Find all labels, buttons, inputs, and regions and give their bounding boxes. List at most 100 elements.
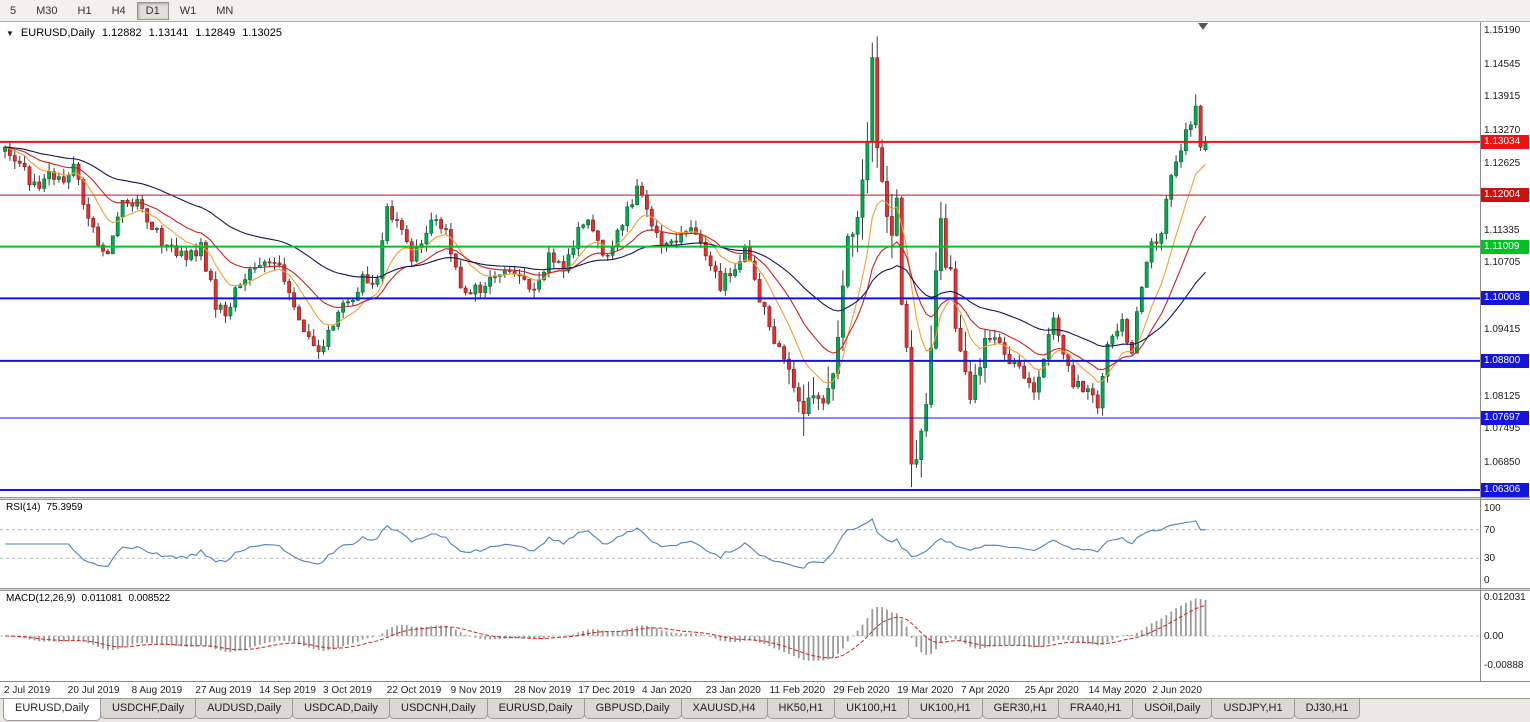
rsi-value: 75.3959: [46, 502, 83, 513]
chart-high-value: 1.13141: [148, 27, 189, 39]
chart-tab-usdcnh-daily[interactable]: USDCNH,Daily: [389, 699, 488, 719]
rsi-axis-tick: 0: [1484, 575, 1490, 586]
price-level-tag: 1.11009: [1481, 239, 1529, 254]
price-level-tag: 1.06306: [1481, 482, 1529, 497]
date-label: 4 Jan 2020: [642, 685, 692, 696]
chart-tab-eurusd-daily[interactable]: EURUSD,Daily: [486, 699, 585, 719]
timeframe-toolbar: 5 M30 H1 H4 D1 W1 MN: [0, 0, 1530, 22]
timeframe-button-h1[interactable]: H1: [77, 4, 92, 17]
date-label: 20 Jul 2019: [67, 685, 120, 696]
price-level-tag: 1.08800: [1481, 353, 1529, 368]
macd-chart: [0, 598, 1480, 661]
date-label: 14 May 2020: [1088, 685, 1147, 696]
date-label: 23 Jan 2020: [705, 685, 761, 696]
chart-tab-fra40-h1[interactable]: FRA40,H1: [1057, 699, 1134, 719]
macd-axis-tick: 0.00: [1484, 631, 1504, 642]
horizontal-levels-group[interactable]: [0, 140, 1480, 491]
macd-panel: MACD(12,26,9) 0.011081 0.008522 0.012031…: [0, 591, 1530, 681]
date-label: 2 Jul 2019: [4, 685, 51, 696]
chart-tab-usdchf-daily[interactable]: USDCHF,Daily: [99, 699, 197, 719]
chart-tab-usoil-daily[interactable]: USOil,Daily: [1132, 699, 1213, 719]
timeframe-button-5[interactable]: 5: [10, 4, 17, 17]
price-axis[interactable]: 1.151901.145451.139151.132701.126251.119…: [1480, 22, 1530, 501]
chart-tab-dj30-h1[interactable]: DJ30,H1: [1293, 699, 1361, 719]
timeframe-button-w1[interactable]: W1: [179, 4, 197, 17]
date-label: 27 Aug 2019: [195, 685, 252, 696]
macd-header: MACD(12,26,9) 0.011081 0.008522: [6, 593, 170, 604]
panel-divider[interactable]: [0, 497, 1530, 500]
macd-axis-tick: 0.012031: [1484, 592, 1526, 603]
chart-tab-eurusd-daily[interactable]: EURUSD,Daily: [3, 699, 101, 721]
chart-menu-icon[interactable]: ▼: [6, 28, 14, 38]
date-label: 11 Feb 2020: [769, 685, 826, 696]
chart-tab-usdjpy-h1[interactable]: USDJPY,H1: [1211, 699, 1295, 719]
chart-shift-marker-icon: [1198, 23, 1208, 30]
macd-histogram-group: [8, 598, 1207, 661]
rsi-chart: [0, 518, 1480, 569]
chart-tab-audusd-daily[interactable]: AUDUSD,Daily: [195, 699, 294, 719]
rsi-axis-tick: 70: [1484, 524, 1496, 536]
price-level-tag: 1.13034: [1481, 134, 1529, 149]
rsi-plot[interactable]: RSI(14) 75.3959: [0, 500, 1480, 588]
price-axis-tick: 1.07495: [1484, 423, 1521, 435]
date-label: 19 Mar 2020: [897, 685, 954, 696]
date-label: 25 Apr 2020: [1024, 685, 1079, 696]
macd-signal-line: [4, 605, 1206, 659]
chart-tabs-bar: EURUSD,Daily USDCHF,Daily AUDUSD,Daily USDC…: [0, 698, 1530, 722]
candles-group: [3, 36, 1208, 488]
chart-close-value: 1.13025: [242, 27, 282, 39]
date-label: 2 Jun 2020: [1152, 685, 1202, 696]
date-label: 29 Feb 2020: [833, 685, 890, 696]
date-label: 8 Aug 2019: [131, 685, 183, 696]
date-label: 17 Dec 2019: [578, 685, 635, 696]
price-level-tag: 1.12004: [1481, 188, 1529, 203]
price-axis-tick: 1.06850: [1484, 456, 1521, 468]
chart-low-value: 1.12849: [195, 27, 236, 39]
timeframe-button-m30[interactable]: M30: [36, 4, 58, 17]
axis-separator-line: [1480, 22, 1481, 681]
chart-tab-gbpusd-daily[interactable]: GBPUSD,Daily: [583, 699, 682, 719]
moving-averages-group: [4, 146, 1206, 384]
chart-open-value: 1.12882: [101, 27, 142, 39]
date-label: 22 Oct 2019: [386, 685, 442, 696]
price-axis-tick: 1.14545: [1484, 58, 1521, 70]
macd-indicator-label: MACD(12,26,9): [6, 593, 76, 604]
timeframe-button-mn[interactable]: MN: [216, 4, 234, 17]
price-axis-tick: 1.08125: [1484, 390, 1521, 402]
timeframe-button-h4[interactable]: H4: [111, 4, 126, 17]
date-label: 28 Nov 2019: [514, 685, 572, 696]
rsi-axis: 100 70 30 0: [1480, 500, 1530, 588]
date-axis[interactable]: 2 Jul 2019 20 Jul 2019 8 Aug 2019 27 Aug 20…: [0, 681, 1530, 698]
date-label: 3 Oct 2019: [323, 685, 372, 696]
chart-tab-uk100-h1[interactable]: UK100,H1: [834, 699, 909, 719]
price-chart-plot[interactable]: ▼ EURUSD,Daily 1.12882 1.13141 1.12849 1…: [0, 22, 1480, 497]
rsi-axis-tick: 100: [1484, 503, 1501, 514]
price-axis-tick: 1.12625: [1484, 157, 1521, 169]
macd-axis: 0.012031 0.00 -0.00888: [1480, 591, 1530, 681]
rsi-line: [5, 518, 1206, 569]
price-level-tag: 1.07697: [1481, 410, 1529, 425]
chart-ohlc-header: ▼ EURUSD,Daily 1.12882 1.13141 1.12849 1…: [6, 27, 282, 39]
macd-axis-tick: -0.00888: [1484, 659, 1524, 671]
rsi-indicator-label: RSI(14): [6, 502, 41, 513]
price-axis-tick: 1.10705: [1484, 257, 1521, 269]
panel-divider[interactable]: [0, 588, 1530, 591]
price-axis-tick: 1.11335: [1484, 224, 1520, 236]
chart-tab-xauusd-h4[interactable]: XAUUSD,H4: [680, 699, 768, 719]
date-label: 7 Apr 2020: [961, 685, 1010, 696]
candlestick-chart: [0, 23, 1480, 491]
date-label: 14 Sep 2019: [259, 685, 316, 696]
chart-tab-usdcad-daily[interactable]: USDCAD,Daily: [292, 699, 391, 719]
rsi-header: RSI(14) 75.3959: [6, 502, 83, 513]
macd-plot[interactable]: MACD(12,26,9) 0.011081 0.008522: [0, 591, 1480, 681]
price-level-tag: 1.10008: [1481, 291, 1529, 306]
price-axis-tick: 1.13915: [1484, 91, 1521, 103]
macd-main-value: 0.011081: [81, 593, 123, 604]
chart-symbol-label: EURUSD,Daily: [20, 27, 95, 39]
chart-tab-hk50-h1[interactable]: HK50,H1: [766, 699, 836, 719]
timeframe-button-d1[interactable]: D1: [136, 1, 169, 20]
chart-tab-ger30-h1[interactable]: GER30,H1: [981, 699, 1059, 719]
price-axis-tick: 1.09415: [1484, 324, 1521, 336]
chart-tab-uk100-h1[interactable]: UK100,H1: [907, 699, 983, 719]
